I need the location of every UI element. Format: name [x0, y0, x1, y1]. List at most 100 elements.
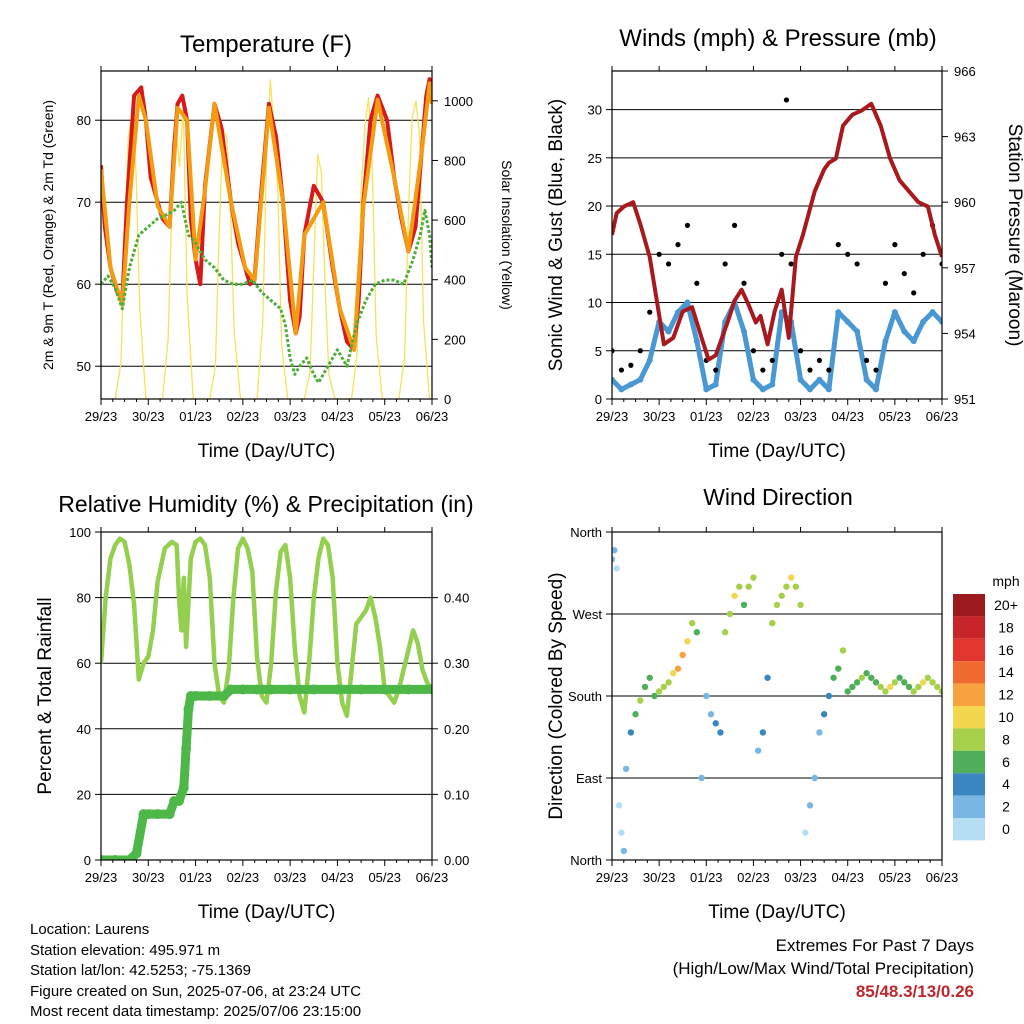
direction-point: [919, 679, 927, 686]
direction-point: [929, 679, 936, 686]
direction-point: [816, 729, 823, 736]
direction-point: [905, 683, 913, 691]
y-tick-label: North: [570, 853, 602, 868]
x-tick-label: 03/23: [274, 870, 307, 885]
y2-axis-label: Station Pressure (Maroon): [1004, 124, 1024, 347]
x-tick-label: 05/23: [368, 409, 401, 424]
y-tick-label: 25: [588, 151, 602, 166]
colorbar-swatch: [953, 594, 985, 617]
series-point-gust: [854, 261, 860, 267]
x-tick-label: 03/23: [784, 409, 817, 424]
x-tick-label: 30/23: [132, 870, 165, 885]
series-point-gust: [769, 357, 775, 364]
direction-point: [646, 674, 653, 681]
direction-point: [651, 692, 658, 700]
series-point-gust: [911, 290, 917, 296]
series-point-gust: [675, 242, 681, 248]
y2-tick-label: 0: [444, 392, 451, 407]
series-point-wind: [807, 386, 813, 393]
plot-area: [612, 97, 942, 393]
y-axis-label: Percent & Total Rainfall: [35, 597, 56, 794]
series-line-9m-t: [101, 81, 432, 352]
direction-point: [693, 629, 701, 636]
y-tick-label: 60: [77, 277, 91, 292]
direction-point: [934, 683, 941, 691]
recent-timestamp: Most recent data timestamp: 2025/07/06 2…: [30, 1003, 362, 1020]
series-point-gust: [892, 242, 898, 248]
x-tick-label: 03/23: [784, 870, 817, 885]
colorbar-swatch: [953, 616, 985, 639]
x-tick-label: 01/23: [690, 409, 723, 424]
direction-point: [679, 651, 686, 659]
direction-point: [938, 688, 942, 695]
x-axis-label: Time (Day/UTC): [198, 441, 336, 462]
y-tick-label: 15: [588, 247, 602, 262]
series-point-gust: [807, 367, 813, 373]
direction-point: [853, 679, 861, 686]
series-point-precip: [152, 809, 163, 820]
colorbar-title: mph: [992, 573, 1019, 589]
series-point-precip: [252, 684, 263, 695]
direction-point: [811, 774, 818, 782]
direction-point: [703, 692, 710, 700]
x-tick-label: 30/23: [643, 409, 676, 424]
x-tick-label: 04/23: [831, 409, 864, 424]
x-tick-label: 02/23: [737, 409, 770, 424]
series-point-wind: [939, 318, 942, 325]
colorbar-swatch: [953, 638, 985, 662]
x-tick-label: 29/23: [596, 409, 629, 424]
series-point-wind: [929, 309, 936, 316]
colorbar-swatch: [953, 818, 985, 841]
series-point-precip: [285, 684, 296, 695]
y2-tick-label: 1000: [444, 94, 473, 109]
x-tick-label: 29/23: [596, 870, 629, 885]
y2-tick-label: 954: [954, 326, 976, 341]
direction-point: [891, 679, 899, 686]
series-point-gust: [939, 261, 942, 267]
colorbar-label: 4: [1002, 776, 1010, 792]
x-tick-label: 01/23: [179, 870, 212, 885]
direction-point: [806, 802, 814, 809]
direction-point: [839, 647, 847, 654]
direction-point: [688, 619, 696, 627]
y2-tick-label: 951: [954, 392, 976, 407]
series-point-precip: [124, 855, 135, 860]
direction-point: [924, 674, 932, 681]
series-point-precip: [308, 684, 319, 695]
series-point-precip: [181, 743, 192, 754]
x-tick-label: 06/23: [416, 409, 449, 424]
series-point-precip: [190, 691, 201, 701]
plot-frame: [611, 70, 943, 400]
direction-point: [844, 688, 851, 695]
x-tick-label: 03/23: [274, 409, 307, 424]
series-point-gust: [901, 270, 907, 277]
x-tick-label: 06/23: [926, 409, 959, 424]
direction-point: [750, 574, 757, 581]
series-point-gust: [783, 97, 790, 103]
chart-title: Relative Humidity (%) & Precipitation (i…: [58, 491, 473, 517]
x-tick-label: 01/23: [690, 870, 723, 885]
direction-point: [787, 574, 795, 581]
y-axis-label: Sonic Wind & Gust (Blue, Black): [546, 99, 567, 371]
direction-point: [915, 683, 922, 691]
series-point-wind: [612, 376, 615, 383]
series-point-gust: [694, 280, 700, 286]
direction-point: [726, 610, 734, 618]
series-point-gust: [750, 348, 757, 354]
series-point-wind: [759, 386, 766, 393]
series-point-gust: [788, 261, 794, 267]
y2-tick-label: 0.40: [444, 591, 469, 606]
x-tick-label: 02/23: [227, 870, 260, 885]
direction-point: [618, 829, 625, 836]
direction-point: [877, 683, 884, 691]
direction-point: [759, 729, 767, 736]
direction-point: [901, 679, 908, 686]
y-tick-label: 40: [77, 722, 91, 737]
series-point-wind: [675, 309, 681, 316]
direction-point: [721, 629, 729, 636]
x-tick-label: 29/23: [85, 409, 118, 424]
x-tick-label: 06/23: [926, 870, 959, 885]
series-point-precip: [266, 684, 277, 695]
series-line-solar: [101, 79, 432, 399]
series-point-wind: [769, 381, 776, 388]
